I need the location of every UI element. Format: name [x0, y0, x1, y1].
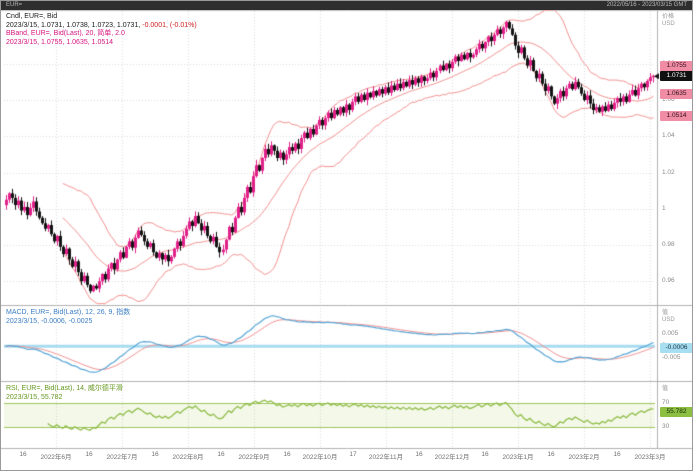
- price-axis-tick: 1.04: [662, 132, 675, 140]
- top-bar-symbol-label: EUR=: [6, 2, 23, 8]
- time-axis-tick: 16: [283, 451, 291, 458]
- time-axis-tick: 2022年10月: [302, 454, 338, 461]
- macd-axis-title: 值 USD: [662, 310, 675, 324]
- candle-change-value: -0.0001, (-0.01%): [142, 21, 197, 29]
- price-axis-title-line1: 价格: [662, 14, 675, 20]
- time-axis-tick: 17: [349, 451, 357, 458]
- macd-series-values[interactable]: 2023/3/15, -0.0006, -0.0025: [6, 317, 93, 325]
- time-axis-tick: 2022年9月: [238, 454, 270, 461]
- price-axis-tick: 1: [662, 204, 666, 212]
- time-axis-tick: 2022年6月: [40, 454, 72, 461]
- rsi-axis-tick: 70: [662, 399, 670, 406]
- time-axis-tick: 16: [19, 451, 27, 458]
- macd-axis-title-line1: 值: [662, 310, 669, 316]
- bband-middle-badge: 1.0635: [660, 89, 692, 99]
- rsi-series-values[interactable]: 2023/3/15, 55.782: [6, 393, 63, 401]
- price-axis-tick: 0.96: [662, 277, 675, 285]
- bband-upper-badge: 1.0755: [660, 61, 692, 71]
- rsi-axis-title: 值: [662, 386, 668, 393]
- macd-panel-legend: MACD, EUR=, Bid(Last), 12, 26, 9, 指数 202…: [6, 309, 130, 326]
- last-price-badge: 1.0731: [660, 71, 692, 81]
- price-axis-tick: 1.06: [662, 96, 675, 103]
- bband-series-label[interactable]: BBand, EUR=, Bid(Last), 20, 简单, 2.0: [6, 30, 125, 37]
- time-axis-tick: 2023年3月: [634, 454, 666, 461]
- time-axis-tick: 2022年11月: [368, 454, 404, 461]
- price-axis-title-line2: USD: [662, 21, 675, 27]
- rsi-panel-legend: RSI, EUR=, Bid(Last), 14, 威尔德平滑 2023/3/1…: [6, 385, 123, 402]
- time-axis-tick: 16: [85, 451, 93, 458]
- time-axis-tick: 2022年12月: [434, 454, 470, 461]
- time-axis-tick: 2022年7月: [106, 454, 138, 461]
- time-axis-tick: 16: [613, 451, 621, 458]
- macd-series-label[interactable]: MACD, EUR=, Bid(Last), 12, 26, 9, 指数: [6, 309, 131, 316]
- top-bar-date-range: 2022/05/16 - 2023/03/15 GMT: [606, 2, 687, 8]
- macd-axis-tick: -0.005: [662, 354, 681, 362]
- macd-axis-title-line2: USD: [662, 317, 675, 323]
- time-axis-tick: 16: [415, 451, 423, 458]
- macd-axis-tick: 0.005: [662, 330, 679, 338]
- window-top-bar: EUR= 2022/05/16 - 2023/03/15 GMT: [1, 1, 692, 10]
- time-axis-tick: 16: [481, 451, 489, 458]
- rsi-axis-title-line1: 值: [662, 386, 669, 392]
- time-axis-tick: 2023年1月: [502, 454, 534, 461]
- price-axis-tick: 0.98: [662, 241, 675, 248]
- price-axis-title: 价格 USD: [662, 14, 675, 28]
- rsi-axis-tick: 30: [662, 423, 670, 430]
- time-axis-tick: 2022年8月: [172, 454, 204, 461]
- time-axis-tick: 16: [217, 451, 225, 458]
- bband-series-values[interactable]: 2023/3/15, 1.0755, 1.0635, 1.0514: [6, 38, 114, 46]
- price-axis-tick: 1.02: [662, 168, 675, 176]
- rsi-value-badge: 55.782: [660, 407, 692, 417]
- time-axis-tick: 16: [547, 451, 555, 458]
- macd-value-badge: -0.0006: [660, 343, 692, 353]
- rsi-series-label[interactable]: RSI, EUR=, Bid(Last), 14, 威尔德平滑: [6, 385, 123, 392]
- candle-ohlc-values: 2023/3/15, 1.0731, 1.0738, 1.0723, 1.073…: [6, 21, 143, 29]
- time-axis-tick: 16: [151, 451, 159, 458]
- bband-lower-badge: 1.0514: [660, 111, 692, 121]
- candle-series-values[interactable]: 2023/3/15, 1.0731, 1.0738, 1.0723, 1.073…: [6, 22, 197, 31]
- time-axis-tick: 2023年2月: [568, 454, 600, 461]
- candle-series-label[interactable]: Cndl, EUR=, Bid: [6, 13, 58, 20]
- main-panel-legend: Cndl, EUR=, Bid 2023/3/15, 1.0731, 1.073…: [6, 13, 197, 47]
